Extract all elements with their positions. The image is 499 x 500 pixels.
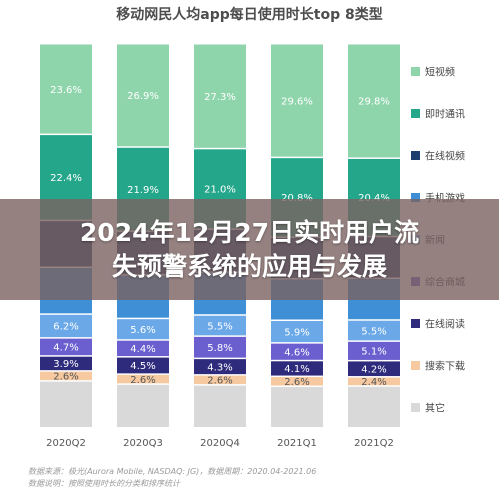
bar-segment — [40, 381, 92, 427]
bar-segment — [40, 44, 92, 134]
bar-segment — [117, 319, 169, 340]
data-label: 2.6% — [130, 375, 155, 386]
data-label: 5.6% — [130, 325, 155, 336]
data-label: 3.9% — [53, 359, 78, 370]
bar-segment — [40, 371, 92, 381]
bar-segment — [348, 341, 400, 360]
legend-swatch — [411, 109, 420, 118]
data-label: 5.8% — [207, 343, 232, 354]
legend-swatch — [411, 319, 420, 328]
data-label: 29.6% — [281, 96, 313, 107]
overlay-title-line-1: 2024年12月27日实时用户流 — [79, 217, 420, 247]
source-note: 数据来源：极光(Aurora Mobile, NASDAQ: JG)，数据周期：… — [28, 466, 316, 490]
bar-segment — [194, 375, 246, 385]
bar-segment — [348, 361, 400, 377]
legend-label: 短视频 — [425, 66, 455, 79]
legend-swatch — [411, 193, 420, 202]
source-line-2: 数据说明：按照使用时长的分类和排序统计 — [28, 479, 180, 488]
data-label: 2.6% — [53, 372, 78, 383]
bar-segment — [348, 320, 400, 341]
legend-label: 搜索下载 — [425, 360, 465, 373]
x-tick-label: 2020Q3 — [123, 438, 163, 449]
data-label: 2.4% — [361, 377, 386, 388]
legend-label: 在线视频 — [425, 150, 465, 163]
bar-segment — [271, 44, 323, 157]
data-label: 5.5% — [207, 321, 232, 332]
bar-segment — [117, 384, 169, 427]
bar-segment — [40, 338, 92, 356]
data-label: 5.5% — [361, 326, 386, 337]
x-tick-label: 2021Q1 — [277, 438, 317, 449]
legend-label: 在线阅读 — [425, 318, 465, 331]
bar-segment — [117, 357, 169, 374]
bar-segment — [348, 377, 400, 386]
bar-segment — [40, 356, 92, 371]
source-line-1: 数据来源：极光(Aurora Mobile, NASDAQ: JG)，数据周期：… — [28, 467, 317, 476]
bar-segment — [194, 315, 246, 336]
bar-segment — [194, 359, 246, 375]
data-label: 26.9% — [127, 91, 159, 102]
data-label: 5.9% — [284, 327, 309, 338]
legend-swatch — [411, 67, 420, 76]
bar-segment — [348, 386, 400, 427]
bar-segment — [194, 385, 246, 427]
bar-segment — [117, 44, 169, 147]
overlay-title-line-2: 失预警系统的应用与发展 — [111, 251, 387, 281]
bar-segment — [348, 44, 400, 158]
data-label: 4.2% — [361, 364, 386, 375]
bar-segment — [117, 340, 169, 357]
title-overlay-banner: 2024年12月27日实时用户流 失预警系统的应用与发展 — [0, 199, 499, 300]
data-label: 4.5% — [130, 361, 155, 372]
data-label: 20.8% — [281, 193, 313, 204]
legend-swatch — [411, 403, 420, 412]
chart-title: 移动网民人均app每日使用时长top 8类型 — [116, 7, 383, 23]
data-label: 6.2% — [53, 322, 78, 333]
data-label: 29.8% — [358, 97, 390, 108]
data-label: 21.0% — [204, 185, 236, 196]
bar-segment — [40, 314, 92, 338]
bar-segment — [271, 387, 323, 427]
bar-segment — [271, 343, 323, 360]
legend-swatch — [411, 361, 420, 370]
bar-segment — [271, 361, 323, 376]
data-label: 4.3% — [207, 362, 232, 373]
data-label: 2.6% — [207, 376, 232, 387]
bar-segment — [271, 377, 323, 386]
data-label: 23.6% — [50, 85, 82, 96]
data-label: 4.6% — [284, 347, 309, 358]
x-tick-label: 2021Q2 — [354, 438, 394, 449]
data-label: 5.1% — [361, 347, 386, 358]
data-label: 4.7% — [53, 343, 78, 354]
data-label: 22.4% — [50, 173, 82, 184]
legend-label: 其它 — [425, 402, 445, 415]
data-label: 4.4% — [130, 344, 155, 355]
legend-label: 即时通讯 — [425, 109, 465, 121]
bar-segment — [194, 44, 246, 148]
bar-segment — [271, 320, 323, 343]
data-label: 27.3% — [204, 92, 236, 103]
bar-segment — [194, 336, 246, 358]
x-tick-label: 2020Q4 — [200, 438, 240, 449]
data-label: 21.9% — [127, 185, 159, 196]
x-tick-label: 2020Q2 — [46, 438, 86, 449]
data-label: 4.1% — [284, 364, 309, 375]
data-label: 20.4% — [358, 193, 390, 204]
legend-swatch — [411, 151, 420, 160]
bar-segment — [117, 374, 169, 384]
data-label: 2.6% — [284, 377, 309, 388]
